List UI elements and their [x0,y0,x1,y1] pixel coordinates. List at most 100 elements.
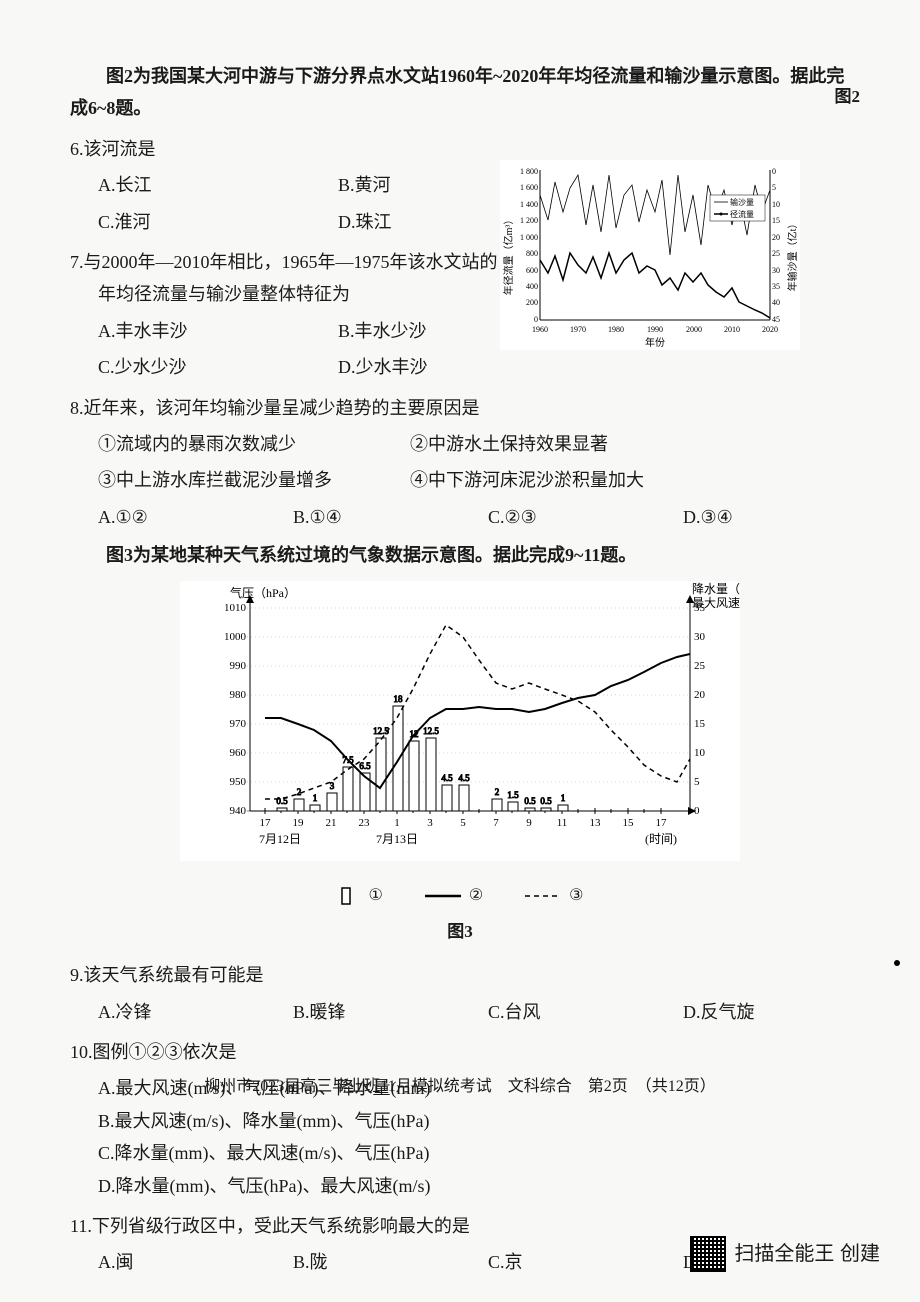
svg-text:1 400: 1 400 [520,200,538,209]
q8-opt-d: D.③④ [655,501,850,533]
svg-text:23: 23 [359,817,371,829]
svg-text:年径流量（亿m³）: 年径流量（亿m³） [502,215,515,296]
svg-text:30: 30 [772,266,780,275]
q10-opt-b: B.最大风速(m/s)、降水量(mm)、气压(hPa) [70,1105,850,1137]
q8-s3: ③中上游水库拦截泥沙量增多 [70,464,382,496]
q7-stem2: 年均径流量与输沙量整体特征为 [70,278,550,310]
q7-opt-c: C.少水少沙 [70,351,310,383]
q9-opt-c: C.台风 [460,996,655,1028]
svg-text:600: 600 [526,266,538,275]
q6-options-row2: C.淮河 D.珠江 [70,206,550,238]
q7-opt-a: A.丰水丰沙 [70,315,310,347]
svg-text:19: 19 [293,817,305,829]
q11-opt-a: A.闽 [70,1246,265,1278]
svg-text:(时间): (时间) [645,832,677,846]
svg-text:800: 800 [526,249,538,258]
svg-text:1 200: 1 200 [520,216,538,225]
svg-text:1010: 1010 [224,602,247,614]
svg-text:960: 960 [230,747,247,759]
svg-text:2000: 2000 [686,325,702,334]
svg-text:1000: 1000 [224,631,247,643]
svg-text:30: 30 [694,631,706,643]
svg-text:2010: 2010 [724,325,740,334]
legend-3-label: ③ [569,882,583,911]
svg-text:2: 2 [297,787,302,797]
svg-text:径流量: 径流量 [730,209,754,219]
svg-text:1 800: 1 800 [520,167,538,176]
chart3-legend: ① ② ③ [180,882,740,911]
svg-text:年份: 年份 [645,336,665,349]
q8-opt-c: C.②③ [460,501,655,533]
svg-text:990: 990 [230,660,247,672]
q8-opt-a: A.①② [70,501,265,533]
page-dot [894,960,900,966]
q8-s4: ④中下游河床泥沙淤积量加大 [382,464,850,496]
svg-text:35: 35 [694,602,706,614]
chart2-caption: 图2 [835,82,861,113]
svg-text:7月12日: 7月12日 [259,832,301,846]
svg-text:15: 15 [772,216,780,225]
q11-opt-b: B.陇 [265,1246,460,1278]
q8-s2: ②中游水土保持效果显著 [382,428,850,460]
svg-text:1: 1 [313,793,318,803]
svg-text:35: 35 [772,282,780,291]
q6-stem: 6.该河流是 [70,133,550,165]
svg-text:200: 200 [526,298,538,307]
svg-text:10: 10 [694,747,706,759]
chart3-caption: 图3 [180,917,740,948]
scan-text: 扫描全能王 创建 [734,1236,880,1272]
qr-icon [690,1236,726,1272]
q10-opt-c: C.降水量(mm)、最大风速(m/s)、气压(hPa) [70,1137,850,1169]
svg-text:输沙量: 输沙量 [730,197,754,207]
svg-text:3: 3 [427,817,433,829]
svg-text:18: 18 [394,694,404,704]
svg-text:11: 11 [557,817,568,829]
svg-text:15: 15 [694,718,706,730]
q8-sub-row2: ③中上游水库拦截泥沙量增多 ④中下游河床泥沙淤积量加大 [70,464,850,496]
svg-text:20: 20 [694,689,706,701]
svg-text:1970: 1970 [570,325,586,334]
q11-opt-c: C.京 [460,1246,655,1278]
svg-text:年输沙量（亿t）: 年输沙量（亿t） [786,219,799,292]
svg-text:7: 7 [493,817,499,829]
svg-text:0: 0 [534,315,538,324]
q8-options: A.①② B.①④ C.②③ D.③④ [70,501,850,533]
q7-opt-d: D.少水丰沙 [310,351,550,383]
svg-text:1980: 1980 [608,325,624,334]
svg-text:1.5: 1.5 [507,790,519,800]
svg-text:7月13日: 7月13日 [376,832,418,846]
legend-1-label: ① [368,882,382,911]
q10-stem: 10.图例①②③依次是 [70,1036,850,1068]
chart3-svg: 气压（hPa） 降水量（mm） 最大风速（m/s） 940950960 9709… [180,581,740,861]
svg-text:15: 15 [623,817,635,829]
svg-text:降水量（mm）: 降水量（mm） [692,582,740,596]
svg-text:13: 13 [590,817,602,829]
svg-text:17: 17 [260,817,272,829]
svg-text:1960: 1960 [532,325,548,334]
svg-text:1: 1 [394,817,400,829]
svg-text:20: 20 [772,233,780,242]
svg-text:0.5: 0.5 [524,796,536,806]
svg-text:气压（hPa）: 气压（hPa） [230,585,296,600]
q9-opt-d: D.反气旋 [655,996,850,1028]
intro-q6-8: 图2为我国某大河中游与下游分界点水文站1960年~2020年年均径流量和输沙量示… [70,60,850,125]
svg-text:3: 3 [330,781,335,791]
svg-text:5: 5 [694,776,700,788]
svg-text:4.5: 4.5 [441,773,453,783]
q7-stem1: 7.与2000年—2010年相比，1965年—1975年该水文站的 [70,246,550,278]
svg-text:5: 5 [772,183,776,192]
svg-text:1990: 1990 [647,325,663,334]
svg-text:1 000: 1 000 [520,233,538,242]
svg-text:5: 5 [460,817,466,829]
q9-opt-a: A.冷锋 [70,996,265,1028]
svg-text:2: 2 [495,787,500,797]
q8-sub-row1: ①流域内的暴雨次数减少 ②中游水土保持效果显著 [70,428,850,460]
svg-text:21: 21 [326,817,337,829]
svg-text:0.5: 0.5 [540,796,552,806]
svg-text:1: 1 [561,793,566,803]
svg-text:0: 0 [772,167,776,176]
legend-3: ③ [523,882,583,911]
svg-text:10: 10 [772,200,780,209]
svg-text:9: 9 [526,817,532,829]
svg-text:970: 970 [230,718,247,730]
